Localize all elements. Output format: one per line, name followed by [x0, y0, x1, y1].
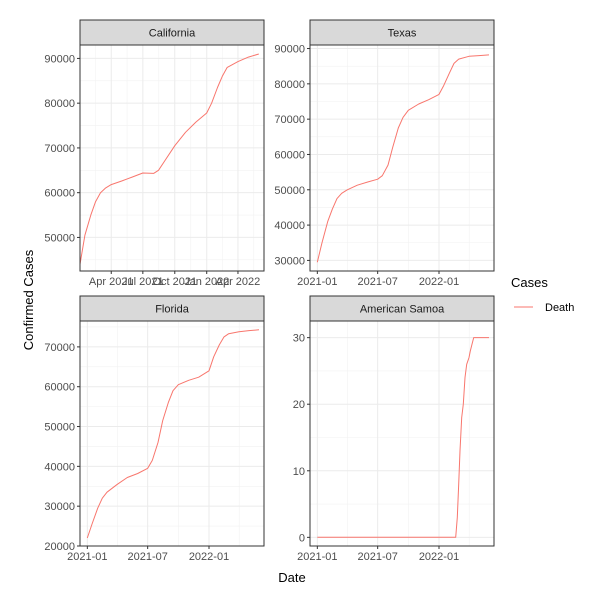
legend: Cases Death [511, 275, 574, 314]
y-tick-label: 80000 [44, 98, 75, 110]
plot-area-texas [310, 45, 494, 271]
facet-panels: California 50000 60000 70000 80000 90000 Apr 2… [44, 19, 495, 563]
y-tick-label: 20000 [44, 541, 75, 553]
strip-texas [309, 19, 495, 46]
strip-california [79, 19, 265, 46]
panel-border-american-samoa [309, 320, 495, 547]
plot-area-american-samoa [310, 321, 494, 546]
y-tick-label: 90000 [274, 44, 305, 56]
panel-texas: Texas 30000 40000 50000 60000 70000 80000 90000… [274, 19, 495, 288]
x-tick-label: Apr 2022 [216, 276, 261, 288]
y-tick-label: 50000 [44, 422, 75, 434]
panel-border-florida [79, 320, 265, 547]
plot-area-florida [80, 321, 264, 546]
panel-border-texas [309, 44, 495, 272]
x-tick-label: Oct 2021 [152, 276, 197, 288]
y-tick-label: 60000 [44, 382, 75, 394]
x-tick-label: Jan 2022 [184, 276, 229, 288]
y-tick-label: 20 [293, 399, 305, 411]
major-grid-california [80, 45, 264, 271]
strip-florida [79, 295, 265, 322]
y-tick-label: 70000 [274, 114, 305, 126]
strip-label-florida: Florida [155, 304, 190, 316]
y-tick-label: 60000 [44, 188, 75, 200]
x-tick-label: 2021-07 [357, 551, 397, 563]
major-grid-texas [310, 45, 494, 271]
panel-border-california [79, 44, 265, 272]
y-tick-label: 30 [293, 333, 305, 345]
y-tick-label: 40000 [274, 220, 305, 232]
minor-grid-texas [310, 45, 494, 271]
y-tick-label: 80000 [274, 79, 305, 91]
x-tick-label: Jul 2021 [122, 276, 164, 288]
legend-title: Cases [511, 275, 548, 290]
y-tick-label: 30000 [44, 501, 75, 513]
series-line-death-florida [86, 329, 260, 539]
y-tick-label: 0 [299, 532, 305, 544]
panel-american-samoa: American Samoa 0 10 20 30 2021-01 2021-07 2022-… [293, 295, 495, 563]
strip-label-california: California [149, 28, 196, 40]
y-tick-label: 50000 [274, 185, 305, 197]
y-axis-title: Confirmed Cases [21, 249, 36, 350]
x-tick-label: 2021-07 [127, 551, 167, 563]
x-tick-label: 2021-07 [357, 276, 397, 288]
y-tick-label: 50000 [44, 232, 75, 244]
strip-label-texas: Texas [388, 28, 417, 40]
panel-california: California 50000 60000 70000 80000 90000 Apr 2… [44, 19, 265, 288]
series-line-death-american-samoa [317, 337, 489, 538]
x-tick-label: 2022-01 [419, 551, 459, 563]
y-tick-label: 10 [293, 466, 305, 478]
minor-grid-american-samoa [310, 321, 494, 546]
x-tick-label: Apr 2021 [89, 276, 134, 288]
plot-area-california [80, 45, 264, 271]
y-tick-label: 90000 [44, 53, 75, 65]
y-tick-label: 60000 [274, 149, 305, 161]
series-line-death-texas [316, 54, 490, 263]
major-grid-florida [80, 321, 264, 547]
legend-label-death: Death [545, 302, 574, 314]
y-tick-label: 30000 [274, 255, 305, 267]
x-tick-label: 2021-01 [67, 551, 107, 563]
y-tick-label: 70000 [44, 143, 75, 155]
y-tick-label: 40000 [44, 461, 75, 473]
minor-grid-florida [80, 321, 264, 546]
x-tick-label: 2022-01 [419, 276, 459, 288]
x-tick-label: 2021-01 [297, 551, 337, 563]
x-tick-label: 2022-01 [189, 551, 229, 563]
strip-label-american-samoa: American Samoa [360, 304, 445, 316]
y-tick-label: 70000 [44, 342, 75, 354]
x-tick-label: 2021-01 [297, 276, 337, 288]
x-axis-title: Date [278, 570, 305, 585]
minor-grid-california [80, 45, 264, 271]
panel-florida: Florida 20000 30000 40000 50000 60000 70000 202… [44, 295, 265, 563]
series-line-death-california [79, 53, 259, 265]
